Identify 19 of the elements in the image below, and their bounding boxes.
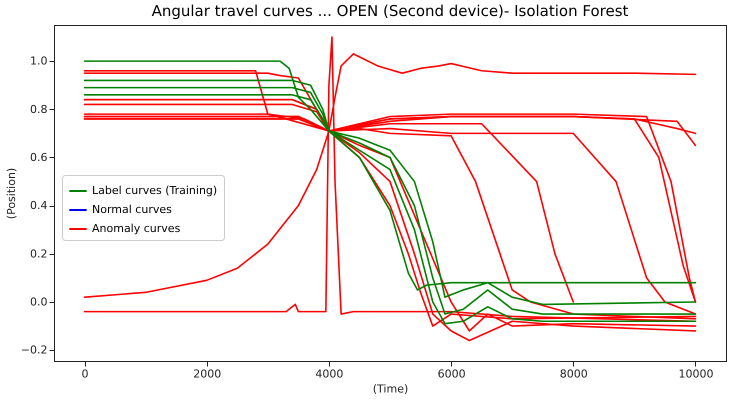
x-tick-label: 4000 <box>315 368 344 380</box>
x-tick-label: 10000 <box>678 368 714 380</box>
y-tick-label: −0.2 <box>20 344 48 357</box>
y-tick-label: 0.0 <box>30 295 48 308</box>
legend-label: Normal curves <box>92 203 172 216</box>
x-axis-title: (Time) <box>372 382 408 396</box>
y-axis-title: (Position) <box>4 168 18 220</box>
y-tick-label: 1.0 <box>30 54 48 68</box>
chart-title: Angular travel curves ... OPEN (Second device)- Isolation Forest <box>152 2 629 20</box>
y-tick-label: 0.6 <box>30 150 48 164</box>
x-tick-label: 6000 <box>438 368 466 380</box>
legend-label: Anomaly curves <box>92 222 181 235</box>
x-tick-label: 8000 <box>560 368 588 380</box>
legend-label: Label curves (Training) <box>92 184 218 197</box>
y-tick-label: 0.2 <box>30 247 48 260</box>
y-tick-label: 0.8 <box>30 102 48 116</box>
y-tick-label: 0.4 <box>30 199 48 212</box>
x-tick-label: 0 <box>82 368 89 380</box>
x-tick-label: 2000 <box>193 368 222 380</box>
